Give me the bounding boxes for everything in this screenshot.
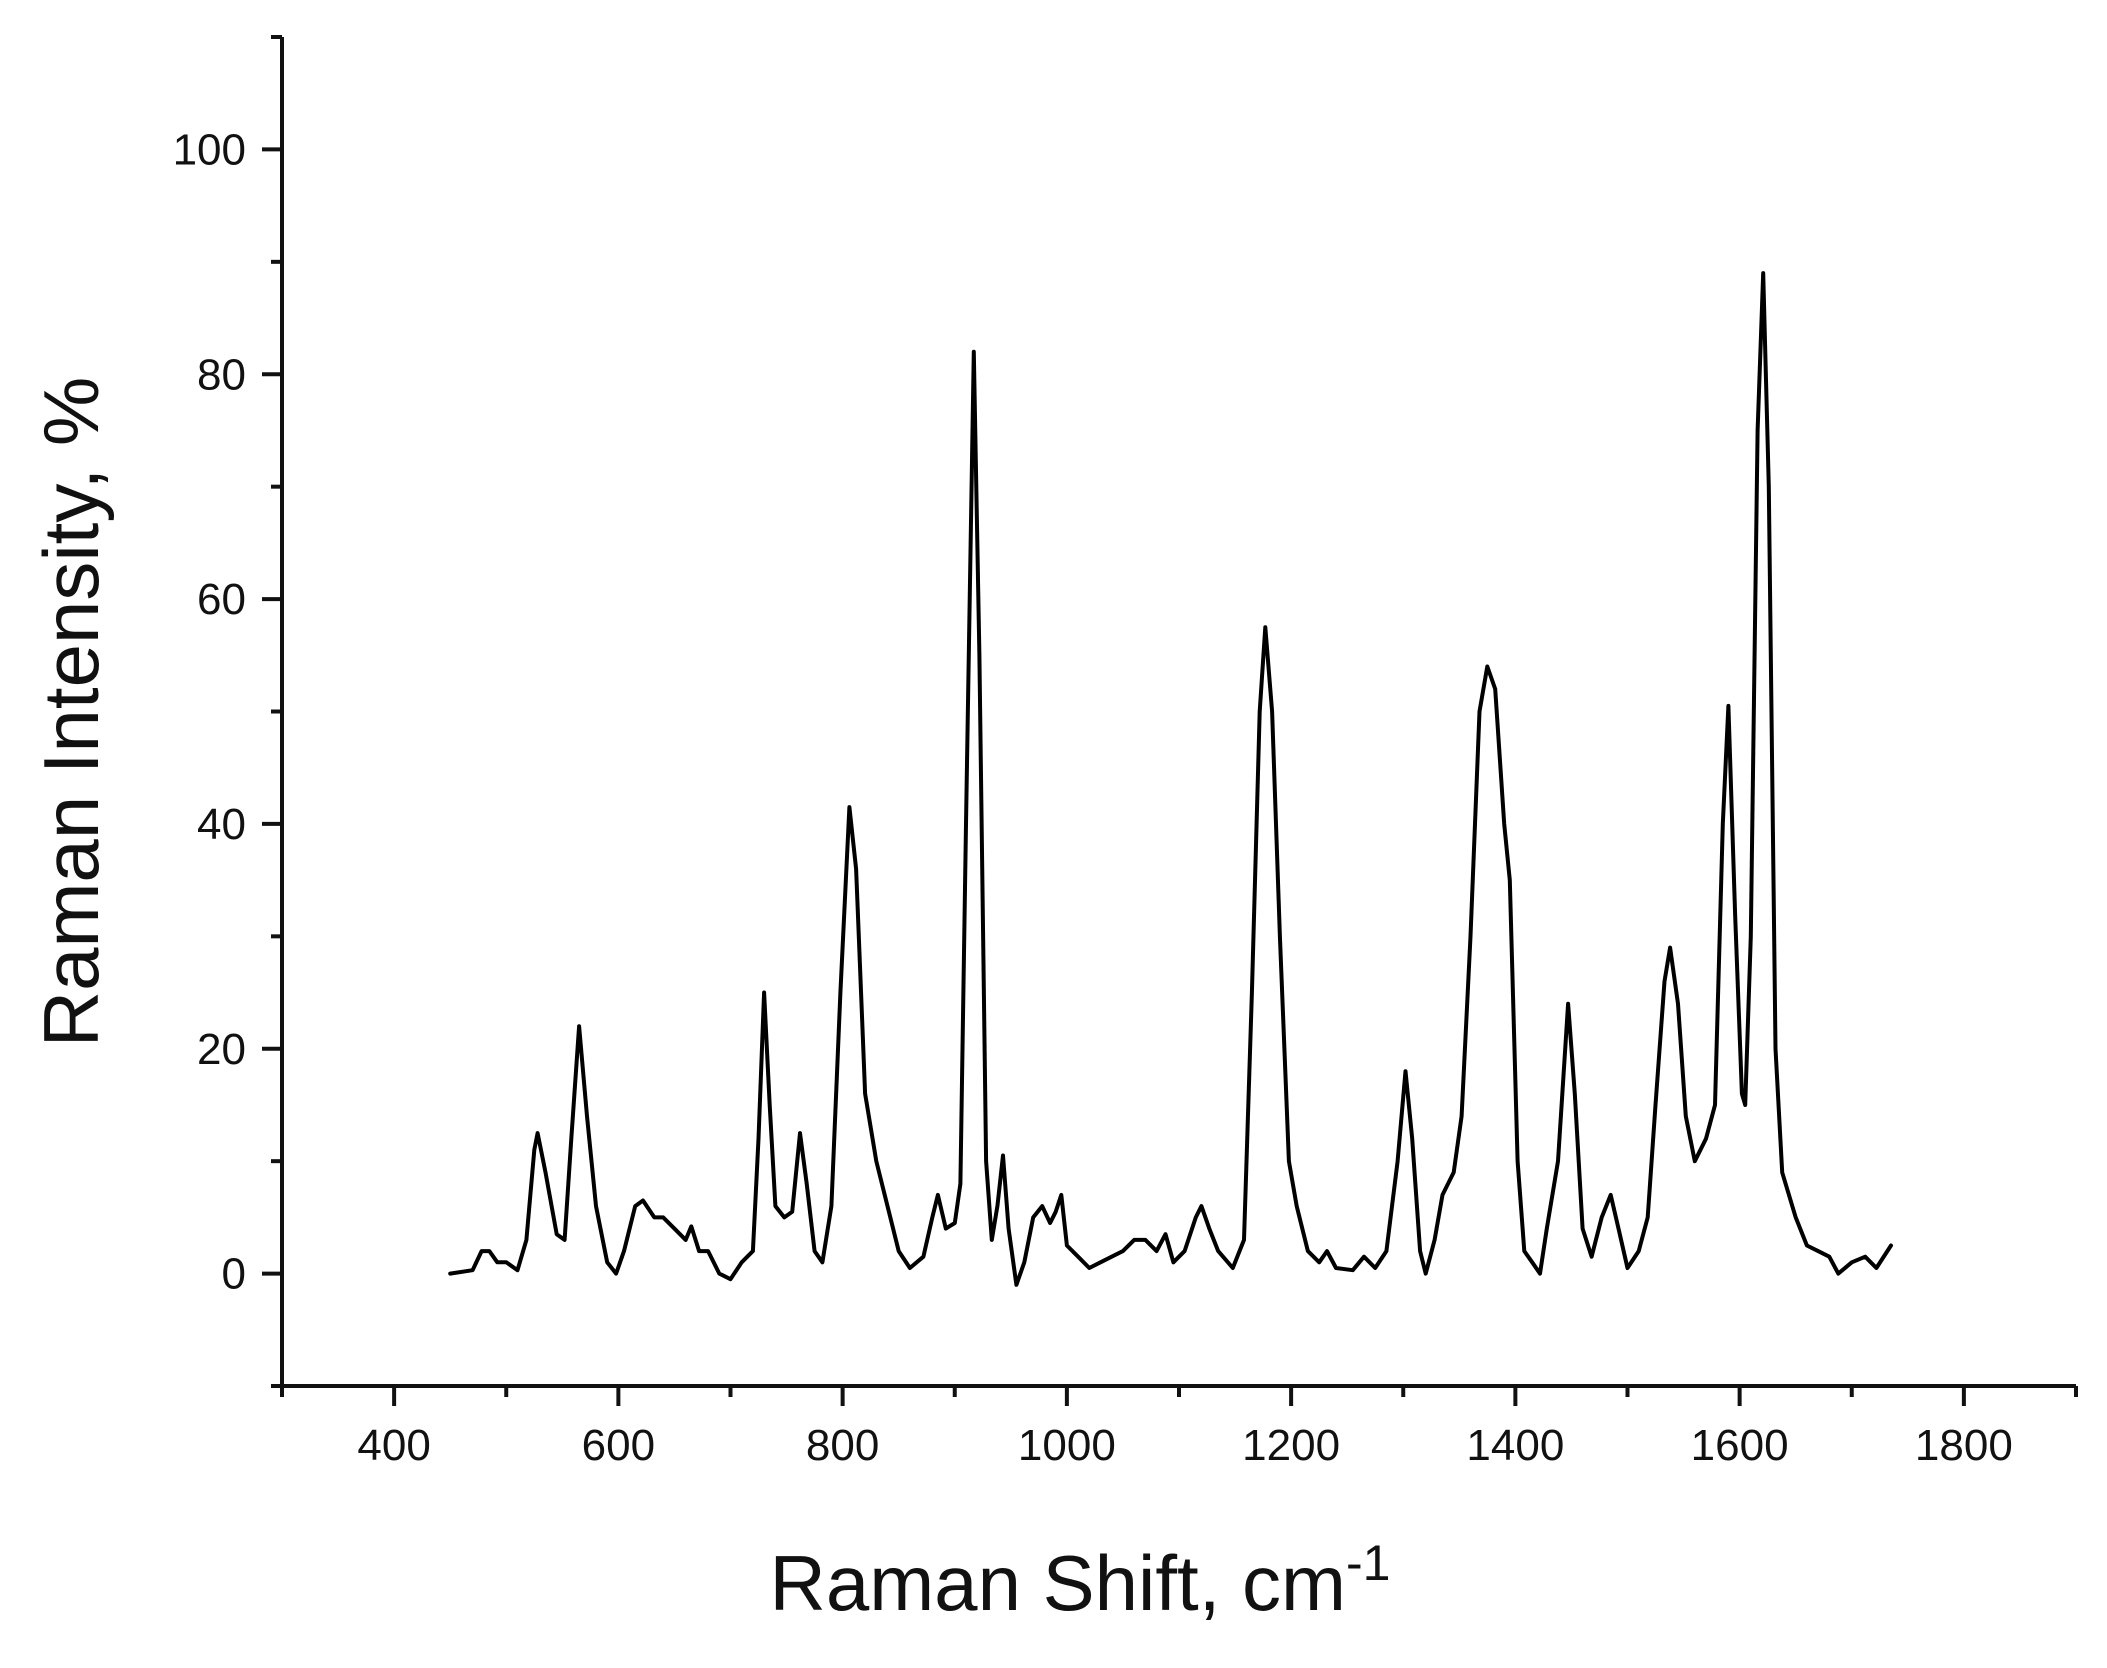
y-tick-label: 100 (173, 125, 246, 174)
y-tick-label: 60 (197, 575, 246, 624)
x-axis-title-superscript: -1 (1346, 1535, 1390, 1591)
spectrum-line (448, 271, 1893, 1287)
y-tick-label: 0 (222, 1250, 246, 1299)
x-tick-label: 400 (357, 1421, 430, 1470)
y-axis-title: Raman Intensity, % (27, 377, 115, 1048)
x-tick-label: 800 (806, 1421, 879, 1470)
x-tick-label: 600 (582, 1421, 655, 1470)
x-tick-label: 1800 (1915, 1421, 2013, 1470)
y-tick-label: 80 (197, 350, 246, 399)
x-tick-label: 1400 (1466, 1421, 1564, 1470)
x-tick-label: 1600 (1691, 1421, 1789, 1470)
x-tick-label: 1000 (1018, 1421, 1116, 1470)
y-tick-label: 40 (197, 800, 246, 849)
x-axis-title: Raman Shift, cm-1 (770, 1535, 1391, 1627)
y-tick-label: 20 (197, 1025, 246, 1074)
x-axis-title-main: Raman Shift, cm (770, 1539, 1347, 1627)
x-tick-label: 1200 (1242, 1421, 1340, 1470)
